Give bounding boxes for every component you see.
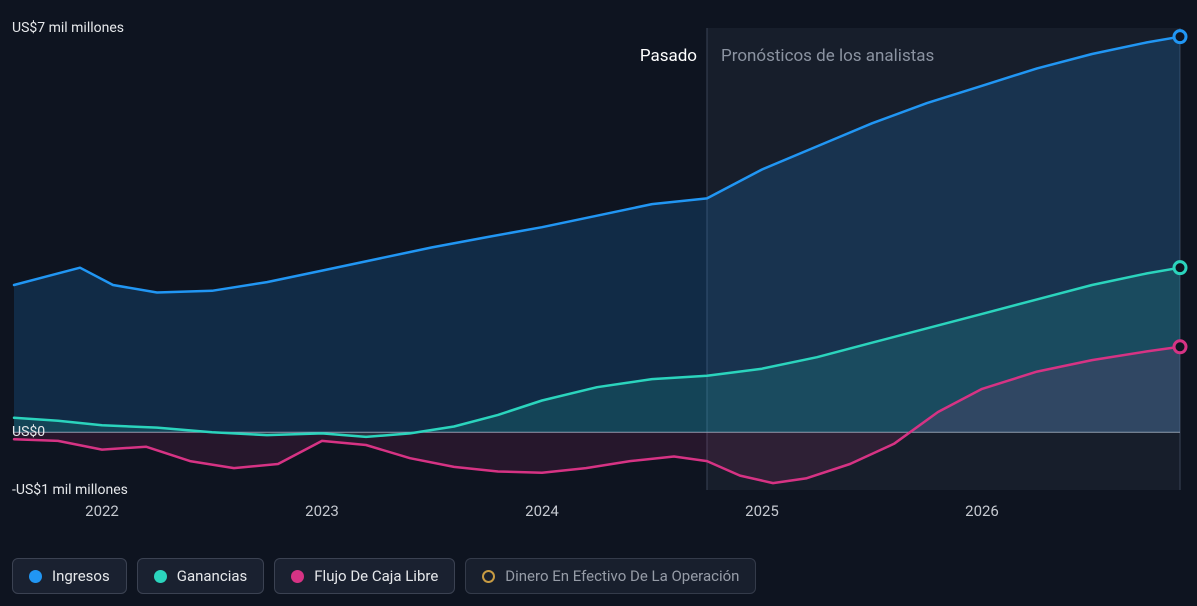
y-axis-label: -US$1 mil millones bbox=[12, 482, 128, 498]
x-axis-tick: 2025 bbox=[745, 502, 779, 520]
series-end-marker-fcf bbox=[1174, 341, 1186, 353]
legend-label: Ingresos bbox=[52, 567, 110, 585]
legend-dot-icon bbox=[291, 570, 304, 583]
series-end-marker-ganancias bbox=[1174, 262, 1186, 274]
legend-label: Dinero En Efectivo De La Operación bbox=[505, 567, 739, 585]
forecast-section-label: Pronósticos de los analistas bbox=[721, 46, 934, 66]
x-axis-tick: 2023 bbox=[305, 502, 339, 520]
legend-item-fcf[interactable]: Flujo De Caja Libre bbox=[274, 558, 455, 594]
x-axis-tick: 2022 bbox=[85, 502, 119, 520]
chart-svg bbox=[0, 0, 1197, 606]
legend-label: Flujo De Caja Libre bbox=[314, 567, 438, 585]
financials-chart: US$7 mil millonesUS$0-US$1 mil millones … bbox=[0, 0, 1197, 606]
past-section-label: Pasado bbox=[640, 46, 697, 66]
chart-legend: Ingresos Ganancias Flujo De Caja Libre Dine… bbox=[12, 558, 756, 594]
legend-item-ingresos[interactable]: Ingresos bbox=[12, 558, 127, 594]
legend-dot-icon bbox=[154, 570, 167, 583]
legend-item-op_cash[interactable]: Dinero En Efectivo De La Operación bbox=[465, 558, 756, 594]
y-axis-label: US$0 bbox=[12, 424, 45, 440]
legend-dot-icon bbox=[29, 570, 42, 583]
legend-ring-icon bbox=[482, 570, 495, 583]
series-end-marker-ingresos bbox=[1174, 31, 1186, 43]
legend-item-ganancias[interactable]: Ganancias bbox=[137, 558, 265, 594]
legend-label: Ganancias bbox=[177, 567, 248, 585]
y-axis-label: US$7 mil millones bbox=[12, 20, 124, 36]
x-axis-tick: 2024 bbox=[525, 502, 559, 520]
x-axis-tick: 2026 bbox=[965, 502, 999, 520]
